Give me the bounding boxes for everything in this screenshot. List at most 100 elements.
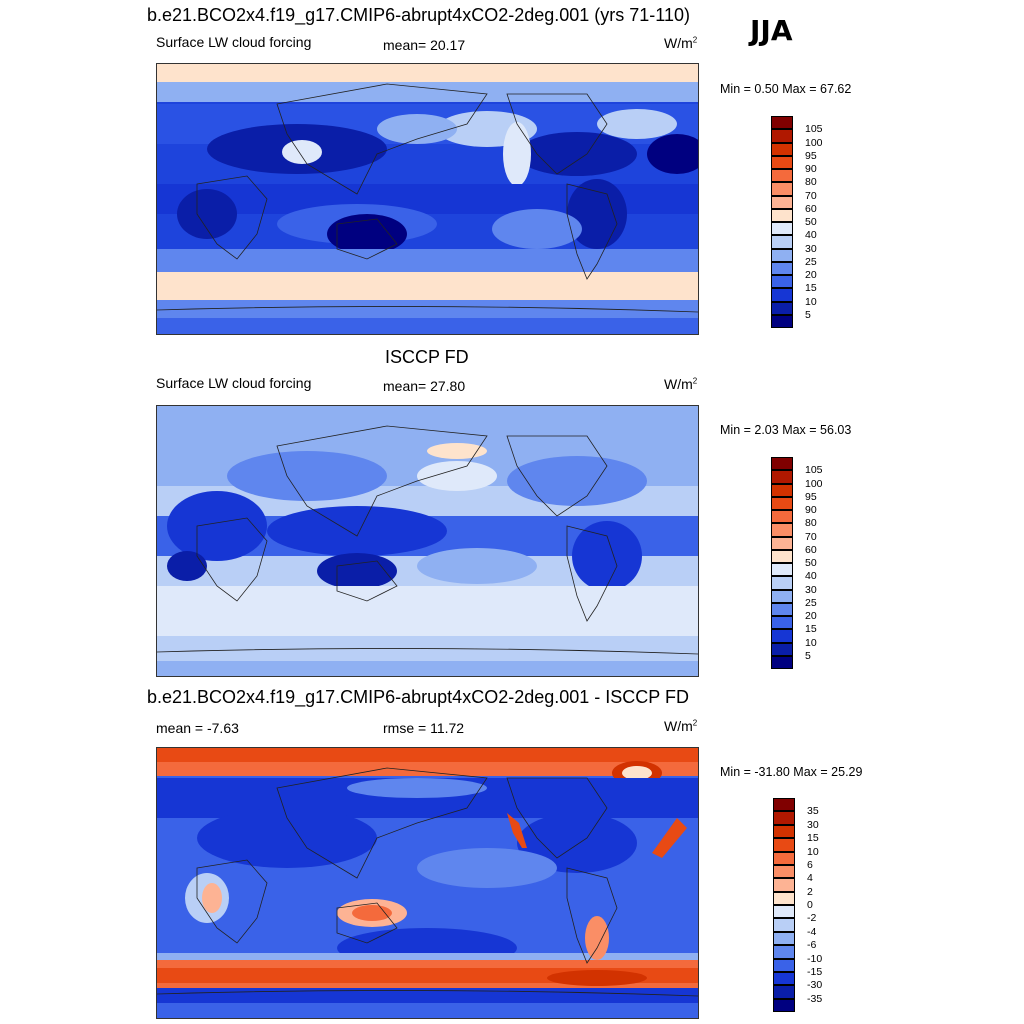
colorbar-tick-label: 80 <box>805 517 817 530</box>
colorbar-swatch <box>773 931 795 946</box>
panel-3-colorbar: 35 30 15 10 6 4 2 0 -2 -4 -6 -10 -15 -30… <box>773 798 833 1012</box>
colorbar-tick-label: -4 <box>807 925 817 938</box>
panel-3-mean-label: mean = -7.63 <box>156 720 239 736</box>
panel-1-mean-label: mean= 20.17 <box>383 37 466 53</box>
colorbar-swatch <box>771 155 793 169</box>
colorbar-swatch <box>773 811 795 825</box>
panel-2-variable-label: Surface LW cloud forcing <box>156 375 312 391</box>
panel-3-title: b.e21.BCO2x4.f19_g17.CMIP6-abrupt4xCO2-2… <box>147 687 689 707</box>
colorbar-tick-label: 10 <box>805 295 817 308</box>
panel-2-mean-label: mean= 27.80 <box>383 378 466 394</box>
colorbar-swatch <box>771 563 793 577</box>
colorbar-swatch <box>771 182 793 196</box>
panel-1-variable-label: Surface LW cloud forcing <box>156 34 312 50</box>
colorbar-swatch <box>771 129 793 143</box>
panel-2-map <box>156 405 699 677</box>
colorbar-tick-label: 10 <box>807 845 819 858</box>
colorbar-swatch <box>771 235 793 249</box>
colorbar-swatch <box>771 116 793 130</box>
colorbar-swatch <box>771 275 793 289</box>
colorbar-tick-label: -15 <box>807 965 823 978</box>
colorbar-tick-label: 20 <box>805 610 817 622</box>
colorbar-tick-label: -6 <box>807 939 817 952</box>
colorbar-tick-label: -10 <box>807 952 823 965</box>
colorbar-swatch <box>771 301 793 315</box>
panel-1-map-field <box>157 64 698 334</box>
colorbar-tick-label: 30 <box>805 583 817 596</box>
colorbar-tick-label: 4 <box>807 872 813 885</box>
colorbar-swatch <box>771 510 793 524</box>
colorbar-swatch <box>771 576 793 590</box>
colorbar-swatch <box>771 169 793 183</box>
panel-3-map-field <box>157 748 698 1018</box>
colorbar-swatch <box>771 222 793 236</box>
colorbar-tick-label: 95 <box>805 149 817 162</box>
panel-1-colorbar: 105 100 95 90 80 70 60 50 40 30 25 20 15… <box>771 116 831 328</box>
colorbar-tick-label: 5 <box>805 308 811 321</box>
colorbar-tick-label: 70 <box>805 530 817 543</box>
colorbar-swatch <box>773 824 795 839</box>
panel-3-units: W/m2 <box>664 718 698 734</box>
colorbar-tick-label: 20 <box>805 269 817 281</box>
colorbar-tick-label: -30 <box>807 979 823 992</box>
colorbar-swatch <box>771 195 793 209</box>
colorbar-tick-label: 5 <box>805 649 811 662</box>
colorbar-swatch <box>771 457 793 471</box>
colorbar-swatch <box>771 142 793 156</box>
colorbar-tick-label: 25 <box>805 596 817 609</box>
panel-3-minmax: Min = -31.80 Max = 25.29 <box>720 765 863 779</box>
colorbar-tick-label: 15 <box>807 832 819 845</box>
colorbar-tick-label: 100 <box>805 136 823 149</box>
colorbar-tick-label: 50 <box>805 216 817 228</box>
colorbar-swatch <box>773 971 795 986</box>
colorbar-tick-label: 30 <box>807 818 819 831</box>
colorbar-swatch <box>771 288 793 302</box>
colorbar-swatch <box>771 655 793 669</box>
colorbar-swatch <box>771 496 793 510</box>
colorbar-tick-label: 80 <box>805 176 817 189</box>
colorbar-swatch <box>773 838 795 852</box>
colorbar-swatch <box>773 864 795 879</box>
panel-2-minmax: Min = 2.03 Max = 56.03 <box>720 423 852 437</box>
panel-1-map <box>156 63 699 335</box>
colorbar-swatch <box>773 958 795 972</box>
colorbar-swatch <box>773 998 795 1012</box>
colorbar-swatch <box>771 483 793 497</box>
panel-1-units: W/m2 <box>664 35 698 51</box>
colorbar-swatch <box>771 616 793 630</box>
season-label: JJA <box>750 14 793 47</box>
colorbar-tick-label: 70 <box>805 189 817 202</box>
colorbar-swatch <box>773 985 795 999</box>
colorbar-swatch <box>773 945 795 959</box>
panel-1-minmax: Min = 0.50 Max = 67.62 <box>720 82 852 96</box>
colorbar-swatch <box>771 589 793 603</box>
colorbar-tick-label: 15 <box>805 282 817 295</box>
colorbar-swatch <box>771 261 793 275</box>
colorbar-swatch <box>773 851 795 865</box>
panel-2-units: W/m2 <box>664 376 698 392</box>
colorbar-tick-label: 0 <box>807 899 813 911</box>
panel-2-map-field <box>157 406 698 676</box>
panel-3-rmse-label: rmse = 11.72 <box>383 720 465 736</box>
colorbar-swatch <box>771 642 793 656</box>
colorbar-swatch <box>773 905 795 919</box>
colorbar-tick-label: 105 <box>805 123 823 136</box>
colorbar-swatch <box>771 602 793 616</box>
colorbar-tick-label: 60 <box>805 543 817 556</box>
colorbar-swatch <box>773 891 795 905</box>
colorbar-tick-label: 90 <box>805 163 817 175</box>
colorbar-tick-label: -35 <box>807 992 823 1005</box>
panel-3-map <box>156 747 699 1019</box>
colorbar-tick-label: 35 <box>807 805 819 818</box>
colorbar-swatch <box>771 629 793 643</box>
colorbar-swatch <box>771 523 793 537</box>
colorbar-swatch <box>773 798 795 812</box>
colorbar-tick-label: 105 <box>805 464 823 477</box>
colorbar-tick-label: 40 <box>805 570 817 583</box>
colorbar-tick-label: 60 <box>805 202 817 215</box>
colorbar-swatch <box>773 918 795 932</box>
colorbar-tick-label: 100 <box>805 477 823 490</box>
colorbar-tick-label: 10 <box>805 636 817 649</box>
colorbar-swatch <box>771 536 793 550</box>
colorbar-swatch <box>773 878 795 892</box>
